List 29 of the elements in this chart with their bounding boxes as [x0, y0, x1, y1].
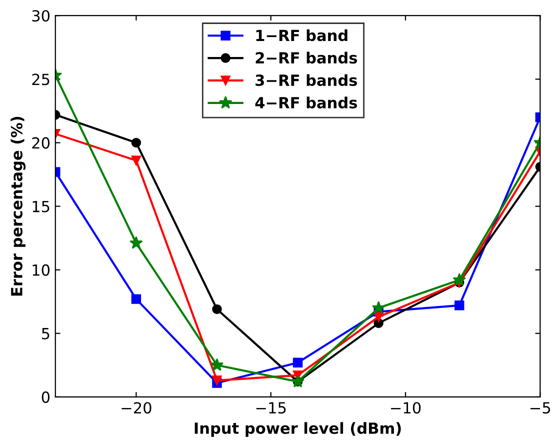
x-tick-label: −10	[390, 402, 421, 414]
point	[374, 312, 384, 322]
x-axis-title: Input power level (dBm)	[194, 422, 401, 437]
point	[131, 138, 142, 148]
x-tick-label: −15	[256, 402, 286, 414]
point	[292, 358, 303, 368]
point	[212, 304, 222, 314]
legend-label: 4−RF bands	[255, 96, 357, 108]
point	[210, 358, 224, 371]
point	[372, 301, 386, 314]
legend-label: 2−RF bands	[256, 52, 357, 64]
legend-label: 1−RF band	[256, 29, 348, 42]
point	[130, 236, 143, 249]
y-tick-label: 15	[32, 200, 50, 212]
y-tick-label: 5	[42, 328, 50, 340]
point	[131, 156, 142, 166]
point	[452, 273, 466, 286]
legend-label: 3−RF bands	[256, 74, 357, 86]
y-tick-label: 20	[32, 137, 50, 149]
y-tick-label: 10	[32, 264, 50, 276]
x-tick-label: −20	[122, 402, 152, 414]
point	[212, 376, 222, 386]
y-tick-label: 0	[42, 391, 50, 403]
y-tick-label: 30	[32, 10, 50, 22]
point	[454, 300, 464, 310]
x-tick-label: −5	[530, 402, 550, 414]
point	[131, 294, 142, 304]
y-axis-title: Error percentage (%)	[10, 116, 26, 296]
y-tick-label: 25	[32, 74, 50, 86]
